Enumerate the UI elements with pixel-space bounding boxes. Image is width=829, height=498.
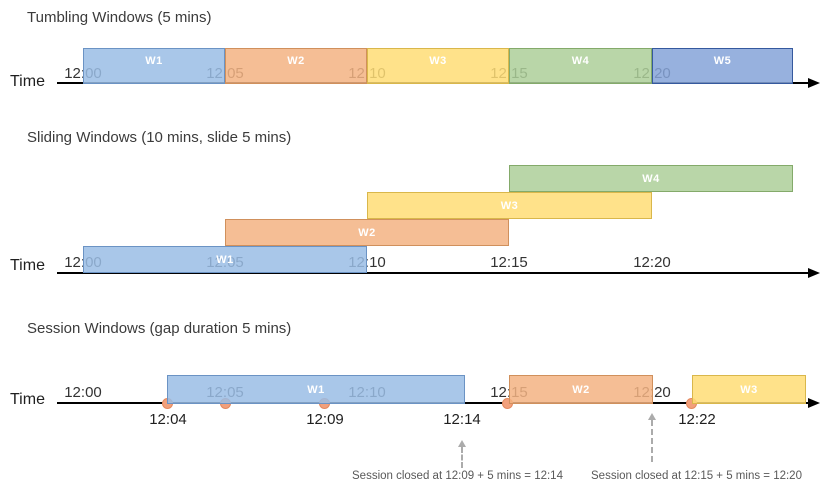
time-axis-label: Time bbox=[10, 391, 45, 408]
session-window-w2: W2 bbox=[509, 375, 653, 404]
tumbling-window-w1: W1 bbox=[83, 48, 225, 84]
window-label: W3 bbox=[429, 55, 447, 67]
window-label: W1 bbox=[216, 253, 234, 266]
annotation-arrow bbox=[461, 447, 463, 468]
tumbling-window-w2: W2 bbox=[225, 48, 367, 84]
window-label: W4 bbox=[571, 55, 590, 67]
event-time-label: 12:22 bbox=[678, 411, 716, 428]
session-closed-annotation: Session closed at 12:09 + 5 mins = 12:14 bbox=[352, 470, 563, 482]
tumbling-window-w5: W5 bbox=[652, 48, 793, 84]
annotation-arrow-head-icon bbox=[458, 440, 466, 447]
timeline bbox=[57, 272, 808, 274]
window-label: W2 bbox=[572, 383, 590, 396]
section-title: Tumbling Windows (5 mins) bbox=[27, 9, 212, 26]
sliding-window-w4: W4 bbox=[509, 165, 793, 192]
event-time-label: 12:14 bbox=[443, 411, 481, 428]
session-closed-annotation: Session closed at 12:15 + 5 mins = 12:20 bbox=[591, 470, 802, 482]
timeline-arrow-icon bbox=[808, 268, 820, 278]
tumbling-window-w3: W3 bbox=[367, 48, 509, 84]
window-label: W3 bbox=[740, 383, 758, 396]
window-label: W4 bbox=[642, 172, 660, 185]
sliding-window-w3: W3 bbox=[367, 192, 652, 219]
section-title: Sliding Windows (10 mins, slide 5 mins) bbox=[27, 129, 292, 146]
timeline-arrow-icon bbox=[808, 398, 820, 408]
annotation-arrow-head-icon bbox=[648, 413, 656, 420]
timeline-arrow-icon bbox=[808, 78, 820, 88]
session-window-w3: W3 bbox=[692, 375, 806, 404]
time-axis-label: Time bbox=[10, 257, 45, 274]
window-label: W1 bbox=[145, 55, 163, 67]
event-time-label: 12:04 bbox=[149, 411, 187, 428]
tumbling-window-w4: W4 bbox=[509, 48, 652, 84]
session-window-w1: W1 bbox=[167, 375, 465, 404]
window-label: W5 bbox=[713, 55, 732, 67]
tick-label: 12:00 bbox=[64, 384, 102, 401]
section-title: Session Windows (gap duration 5 mins) bbox=[27, 320, 292, 337]
tick-label: 12:20 bbox=[633, 254, 671, 271]
window-label: W2 bbox=[358, 226, 376, 239]
sliding-window-w2: W2 bbox=[225, 219, 509, 246]
tick-label: 12:15 bbox=[490, 254, 528, 271]
annotation-arrow bbox=[651, 420, 653, 462]
window-label: W2 bbox=[287, 55, 305, 67]
window-label: W3 bbox=[500, 199, 519, 212]
time-axis-label: Time bbox=[10, 73, 45, 90]
event-time-label: 12:09 bbox=[306, 411, 344, 428]
window-label: W1 bbox=[307, 383, 325, 396]
sliding-window-w1: W1 bbox=[83, 246, 367, 273]
